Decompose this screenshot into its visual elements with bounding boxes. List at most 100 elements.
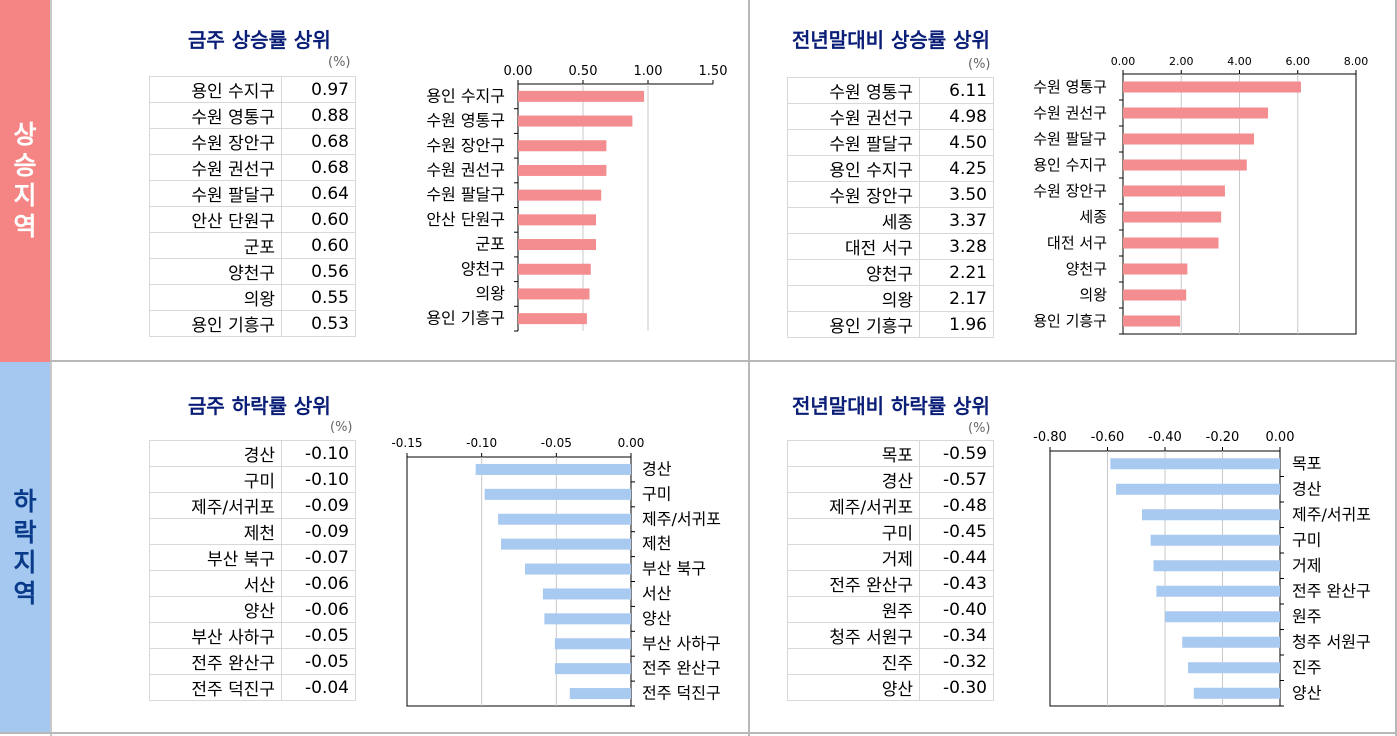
bar [1110, 458, 1280, 470]
region-name: 부산 북구 [149, 544, 282, 571]
x-tick-label: -0.05 [541, 436, 572, 450]
x-tick-label: 0.00 [504, 64, 533, 79]
category-label: 부산 사하구 [642, 634, 721, 653]
bar [518, 90, 645, 102]
category-label: 전주 완산구 [642, 659, 721, 678]
fall-region-label: 하 락 지 역 [0, 362, 50, 734]
table-row: 양천구 0.56 [149, 258, 356, 285]
region-name: 진주 [787, 648, 920, 675]
unit-label: (%) [968, 421, 991, 436]
bar [484, 488, 631, 500]
table-row: 양천구 2.21 [787, 259, 994, 286]
table-row: 청주 서원구 -0.34 [787, 622, 994, 649]
bar [518, 313, 587, 325]
weekly-rise-table: 용인 수지구 0.97 수원 영통구 0.88 수원 장안구 0.68 수원 권선구 0.68… [149, 76, 356, 337]
category-label: 양천구 [1066, 260, 1107, 278]
bar [518, 189, 602, 201]
category-label: 수원 팔달구 [1033, 130, 1107, 148]
x-tick-label: -0.60 [1091, 430, 1125, 445]
weekly-fall-table: 경산 -0.10 구미 -0.10 제주/서귀포 -0.09 제천 -0.09 부산 북구 -0.… [149, 440, 356, 701]
rate-value: 6.11 [919, 77, 994, 104]
category-label: 수원 영통구 [1033, 78, 1107, 96]
rate-value: 0.60 [281, 232, 356, 259]
table-row: 부산 사하구 -0.05 [149, 622, 356, 649]
x-tick-label: 6.00 [1286, 55, 1311, 68]
category-label: 경산 [1292, 479, 1322, 498]
fall-char: 하 [13, 487, 37, 516]
ytd-fall-table: 목포 -0.59 경산 -0.57 제주/서귀포 -0.48 구미 -0.45 거제 -0.44 전… [787, 440, 994, 701]
x-tick-label: 1.50 [699, 64, 728, 79]
category-label: 부산 북구 [642, 559, 706, 578]
bar [498, 513, 631, 525]
rate-value: 2.21 [919, 259, 994, 286]
table-row: 원주 -0.40 [787, 596, 994, 623]
fall-char: 락 [13, 517, 37, 547]
category-label: 수원 팔달구 [426, 185, 505, 204]
bar [1150, 534, 1280, 546]
region-name: 의왕 [149, 284, 282, 311]
category-label: 대전 서구 [1047, 234, 1107, 252]
rate-value: 2.17 [919, 285, 994, 312]
bar [501, 538, 631, 550]
category-label: 양산 [642, 609, 672, 628]
bar [1123, 315, 1181, 327]
table-row: 군포 0.60 [149, 232, 356, 259]
rate-value: 0.68 [281, 128, 356, 155]
unit-label: (%) [968, 57, 991, 72]
bar [1123, 211, 1222, 223]
category-label: 원주 [1292, 607, 1321, 626]
region-name: 양천구 [787, 259, 920, 286]
region-name: 경산 [787, 466, 920, 493]
category-label: 용인 기흥구 [1033, 312, 1107, 330]
rate-value: -0.06 [281, 570, 356, 597]
frame-divider [50, 0, 52, 736]
table-row: 의왕 2.17 [787, 285, 994, 312]
category-label: 진주 [1292, 658, 1321, 677]
category-label: 수원 장안구 [1033, 182, 1107, 200]
category-label: 제주/서귀포 [1292, 505, 1371, 524]
region-name: 제천 [149, 518, 282, 545]
bar [518, 164, 607, 176]
bar [518, 263, 591, 275]
rise-char: 지 [13, 181, 37, 210]
table-row: 수원 권선구 4.98 [787, 103, 994, 130]
category-label: 양천구 [461, 259, 505, 278]
region-name: 대전 서구 [787, 233, 920, 260]
bar [554, 663, 631, 675]
rate-value: -0.04 [281, 674, 356, 701]
table-row: 구미 -0.10 [149, 466, 356, 493]
bar [1156, 585, 1280, 597]
table-row: 안산 단원구 0.60 [149, 206, 356, 233]
rise-char: 상 [13, 120, 37, 149]
rate-value: -0.06 [281, 596, 356, 623]
bar [518, 115, 633, 127]
frame-divider [50, 360, 1397, 362]
bar [518, 214, 596, 226]
table-row: 대전 서구 3.28 [787, 233, 994, 260]
category-label: 제천 [642, 534, 671, 553]
table-row: 전주 완산구 -0.05 [149, 648, 356, 675]
bar [1123, 107, 1269, 119]
bar [1153, 560, 1280, 572]
rate-value: -0.40 [919, 596, 994, 623]
rate-value: -0.05 [281, 622, 356, 649]
rate-value: 1.96 [919, 311, 994, 338]
ytd-fall-title: 전년말대비 하락률 상위 [792, 394, 990, 418]
rate-value: -0.07 [281, 544, 356, 571]
category-label: 수원 권선구 [426, 160, 505, 179]
rate-value: -0.05 [281, 648, 356, 675]
category-label: 군포 [476, 235, 505, 254]
bar [518, 140, 607, 152]
rate-value: 0.88 [281, 102, 356, 129]
fall-char: 지 [13, 548, 37, 577]
table-row: 제천 -0.09 [149, 518, 356, 545]
table-row: 거제 -0.44 [787, 544, 994, 571]
table-row: 수원 영통구 6.11 [787, 77, 994, 104]
rise-char: 승 [13, 150, 37, 180]
region-name: 안산 단원구 [149, 206, 282, 233]
rate-value: -0.34 [919, 622, 994, 649]
category-label: 구미 [1292, 530, 1321, 549]
table-row: 부산 북구 -0.07 [149, 544, 356, 571]
region-name: 수원 장안구 [787, 181, 920, 208]
region-name: 수원 영통구 [149, 102, 282, 129]
